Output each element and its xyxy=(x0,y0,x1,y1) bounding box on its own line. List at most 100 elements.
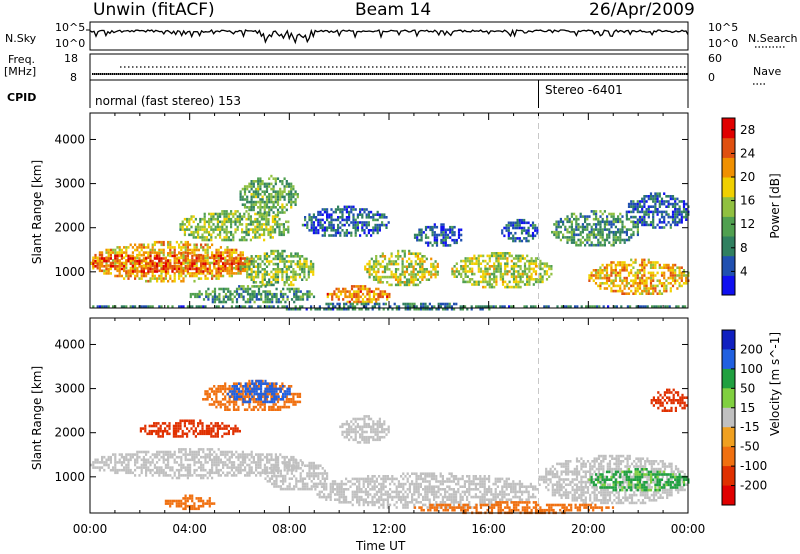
range-cell xyxy=(685,282,688,285)
range-cell xyxy=(381,295,384,299)
range-cell xyxy=(488,257,491,260)
range-cell xyxy=(282,298,285,301)
range-cell xyxy=(573,228,576,231)
range-cell xyxy=(235,474,238,477)
range-cell xyxy=(252,193,255,196)
range-cell xyxy=(259,255,262,258)
range-cell xyxy=(250,200,253,204)
range-cell xyxy=(621,225,624,229)
range-cell xyxy=(677,305,680,308)
range-cell xyxy=(290,307,293,311)
range-cell xyxy=(193,468,196,472)
range-cell xyxy=(241,203,244,206)
range-cell xyxy=(237,257,240,260)
range-cell xyxy=(114,261,117,265)
range-cell xyxy=(310,218,313,222)
range-cell xyxy=(98,259,101,263)
range-cell xyxy=(446,305,449,308)
range-cell xyxy=(293,292,296,296)
range-cell xyxy=(247,230,250,234)
range-cell xyxy=(276,177,280,180)
range-cell xyxy=(278,233,281,237)
range-cell xyxy=(433,223,436,226)
range-cell xyxy=(260,292,263,296)
range-cell xyxy=(268,408,271,411)
range-cell xyxy=(641,215,644,219)
range-cell xyxy=(595,233,598,237)
range-cell xyxy=(263,193,266,196)
range-cell xyxy=(222,287,225,291)
range-cell xyxy=(285,305,288,308)
range-cell xyxy=(354,231,357,235)
range-cell xyxy=(254,382,258,385)
range-cell xyxy=(504,252,507,255)
range-cell xyxy=(460,265,463,268)
range-cell xyxy=(641,221,644,224)
range-cell xyxy=(649,197,653,201)
range-cell xyxy=(270,270,273,274)
range-cell xyxy=(680,210,683,214)
range-cell xyxy=(157,429,160,433)
range-cell xyxy=(397,252,400,255)
range-cell xyxy=(186,432,189,436)
range-cell xyxy=(290,182,293,186)
range-cell xyxy=(244,269,247,273)
range-cell xyxy=(245,230,248,234)
range-cell xyxy=(374,229,377,232)
range-cell xyxy=(257,257,260,261)
range-cell xyxy=(617,238,620,242)
range-cell xyxy=(285,455,288,459)
range-cell xyxy=(127,471,130,475)
range-cell xyxy=(109,265,112,268)
range-cell xyxy=(204,251,207,254)
range-cell xyxy=(643,195,646,198)
range-cell xyxy=(267,233,270,237)
range-cell xyxy=(279,190,282,193)
range-cell xyxy=(120,262,123,265)
range-cell xyxy=(223,236,226,239)
range-cell xyxy=(401,270,404,274)
range-cell xyxy=(171,270,174,273)
range-cell xyxy=(379,278,382,281)
range-cell xyxy=(368,270,371,274)
range-cell xyxy=(656,192,659,195)
range-cell xyxy=(257,458,260,462)
range-cell xyxy=(251,295,254,299)
range-cell xyxy=(323,210,326,214)
range-cell xyxy=(621,266,624,269)
range-cell xyxy=(332,210,335,214)
range-cell xyxy=(493,254,496,258)
range-cell xyxy=(120,468,123,472)
range-cell xyxy=(523,262,527,265)
range-cell xyxy=(301,305,304,308)
range-cell xyxy=(354,307,357,311)
range-cell xyxy=(246,385,249,388)
range-cell xyxy=(248,259,251,263)
range-cell xyxy=(612,230,615,234)
range-cell xyxy=(599,223,602,226)
range-cell xyxy=(203,215,206,218)
range-cell xyxy=(238,238,241,242)
range-cell xyxy=(427,273,431,276)
range-cell xyxy=(603,241,606,244)
range-cell xyxy=(107,463,110,467)
range-cell xyxy=(127,468,130,472)
range-cell xyxy=(283,305,286,308)
range-cell xyxy=(370,300,373,304)
range-cell xyxy=(370,257,373,261)
range-cell xyxy=(164,267,167,271)
range-cell xyxy=(225,432,228,436)
range-cell xyxy=(468,257,472,260)
range-cell xyxy=(145,279,148,283)
range-cell xyxy=(162,253,165,257)
range-cell xyxy=(416,283,420,287)
range-cell xyxy=(669,269,672,272)
range-cell xyxy=(568,230,571,234)
range-cell xyxy=(206,471,209,475)
range-cell xyxy=(641,282,644,285)
range-cell xyxy=(127,254,130,258)
range-cell xyxy=(193,262,196,265)
range-cell xyxy=(526,254,529,258)
range-cell xyxy=(649,223,653,227)
range-cell xyxy=(507,231,510,235)
